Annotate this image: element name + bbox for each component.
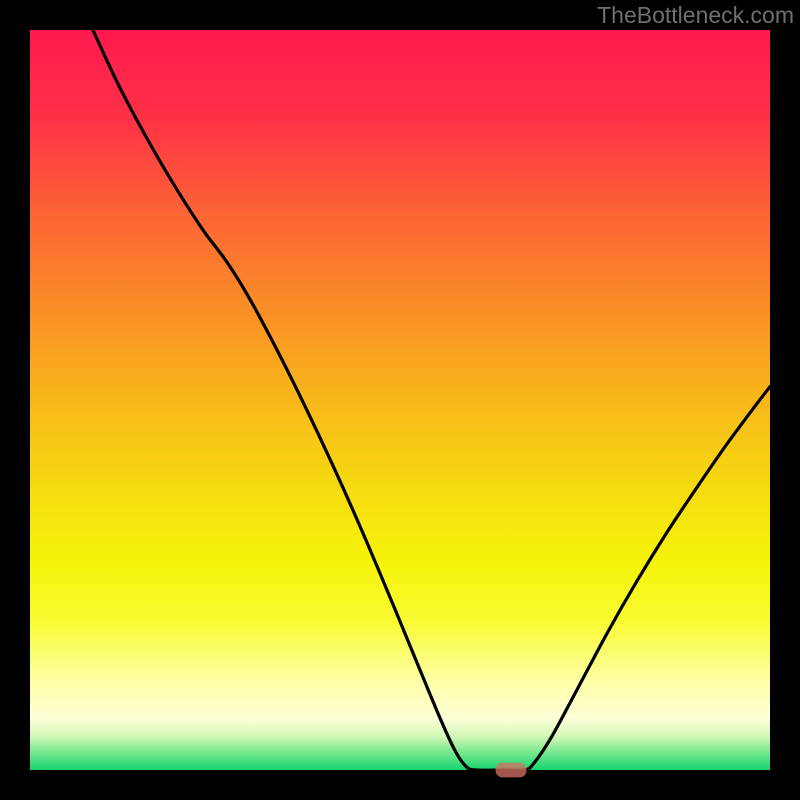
optimal-marker: [495, 763, 526, 778]
watermark-text: TheBottleneck.com: [597, 2, 794, 29]
chart-container: TheBottleneck.com: [0, 0, 800, 800]
bottleneck-chart: [0, 0, 800, 800]
plot-background: [30, 30, 770, 770]
